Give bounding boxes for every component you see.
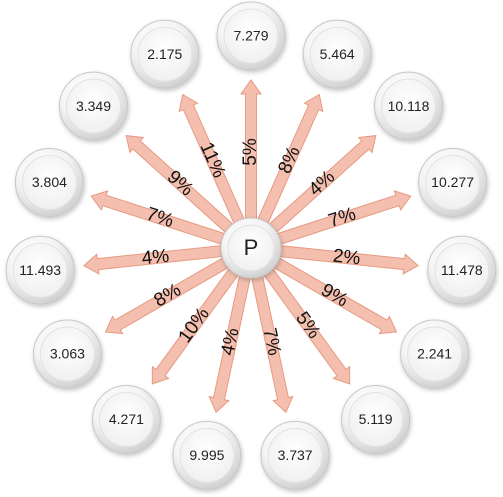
value-node-label: 3.737: [278, 447, 313, 463]
arrow-15: [178, 93, 245, 224]
value-node-13: 3.804: [14, 148, 84, 217]
percent-label-9: 4%: [217, 326, 243, 357]
value-node-label: 3.804: [32, 174, 67, 190]
percent-label-12: 4%: [141, 246, 171, 270]
value-node-inner: [348, 392, 404, 447]
value-node-label: 10.118: [388, 98, 430, 114]
center-label: P: [244, 235, 259, 260]
value-node-label: 5.464: [320, 46, 355, 62]
value-node-inner: [21, 155, 77, 210]
arrows-layer: [83, 79, 419, 414]
value-node-4: 10.277: [418, 148, 488, 217]
value-node-label: 3.349: [76, 98, 111, 114]
percent-label-8: 7%: [258, 326, 284, 357]
percent-label-4: 7%: [326, 204, 359, 232]
value-node-inner: [98, 392, 154, 447]
value-node-label: 9.995: [189, 447, 224, 463]
nodes-layer: 7.279 5.464 10.118 10.277 11.478 2.241 5.119 3.…: [5, 1, 497, 490]
value-node-inner: [434, 242, 490, 298]
value-node-inner: [407, 326, 463, 382]
arrow-9: [208, 275, 251, 414]
value-node-14: 3.349: [59, 71, 128, 141]
value-node-9: 9.995: [172, 420, 242, 490]
arrow-5: [279, 245, 419, 275]
arrow-1: [240, 79, 262, 219]
percent-label-1: 5%: [240, 138, 261, 166]
value-node-inner: [12, 242, 68, 298]
value-node-label: 11.478: [441, 262, 483, 278]
arrow-13: [90, 190, 225, 245]
value-node-inner: [309, 26, 365, 82]
arrow-11: [104, 257, 229, 335]
value-node-inner: [179, 427, 235, 483]
center-node: P: [220, 217, 282, 279]
arrow-10: [151, 268, 239, 385]
arrow-12: [83, 245, 223, 275]
value-node-5: 11.478: [427, 235, 497, 305]
value-node-label: 4.271: [109, 411, 144, 427]
value-node-12: 11.493: [5, 235, 75, 305]
value-node-inner: [425, 155, 481, 210]
value-node-2: 5.464: [302, 19, 372, 89]
value-node-label: 2.175: [147, 46, 182, 62]
value-node-inner: [223, 8, 279, 64]
arrow-7: [263, 268, 351, 385]
arrow-8: [251, 275, 294, 414]
value-node-inner: [39, 326, 95, 382]
percent-label-5: 2%: [332, 246, 362, 270]
value-node-label: 11.493: [19, 262, 61, 278]
value-node-7: 5.119: [341, 385, 411, 454]
value-node-label: 10.277: [431, 174, 474, 190]
value-node-label: 5.119: [359, 411, 393, 427]
value-node-inner: [66, 78, 121, 134]
value-node-label: 7.279: [233, 28, 268, 44]
value-node-6: 2.241: [400, 319, 470, 389]
value-node-3: 10.118: [374, 71, 443, 141]
arrow-6: [273, 257, 398, 335]
value-node-1: 7.279: [216, 1, 286, 71]
value-node-inner: [267, 427, 323, 483]
value-node-15: 2.175: [130, 19, 200, 89]
value-node-10: 4.271: [91, 385, 161, 454]
value-node-label: 2.241: [417, 346, 452, 362]
value-node-11: 3.063: [32, 319, 102, 389]
arrow-2: [257, 93, 324, 224]
value-node-label: 3.063: [50, 346, 85, 362]
arrow-14: [125, 135, 234, 233]
value-node-8: 3.737: [260, 420, 330, 490]
center-inner-circle: [227, 224, 275, 272]
value-node-inner: [381, 78, 436, 134]
value-node-inner: [137, 26, 193, 82]
arrow-4: [277, 190, 412, 245]
arrow-3: [268, 135, 377, 233]
